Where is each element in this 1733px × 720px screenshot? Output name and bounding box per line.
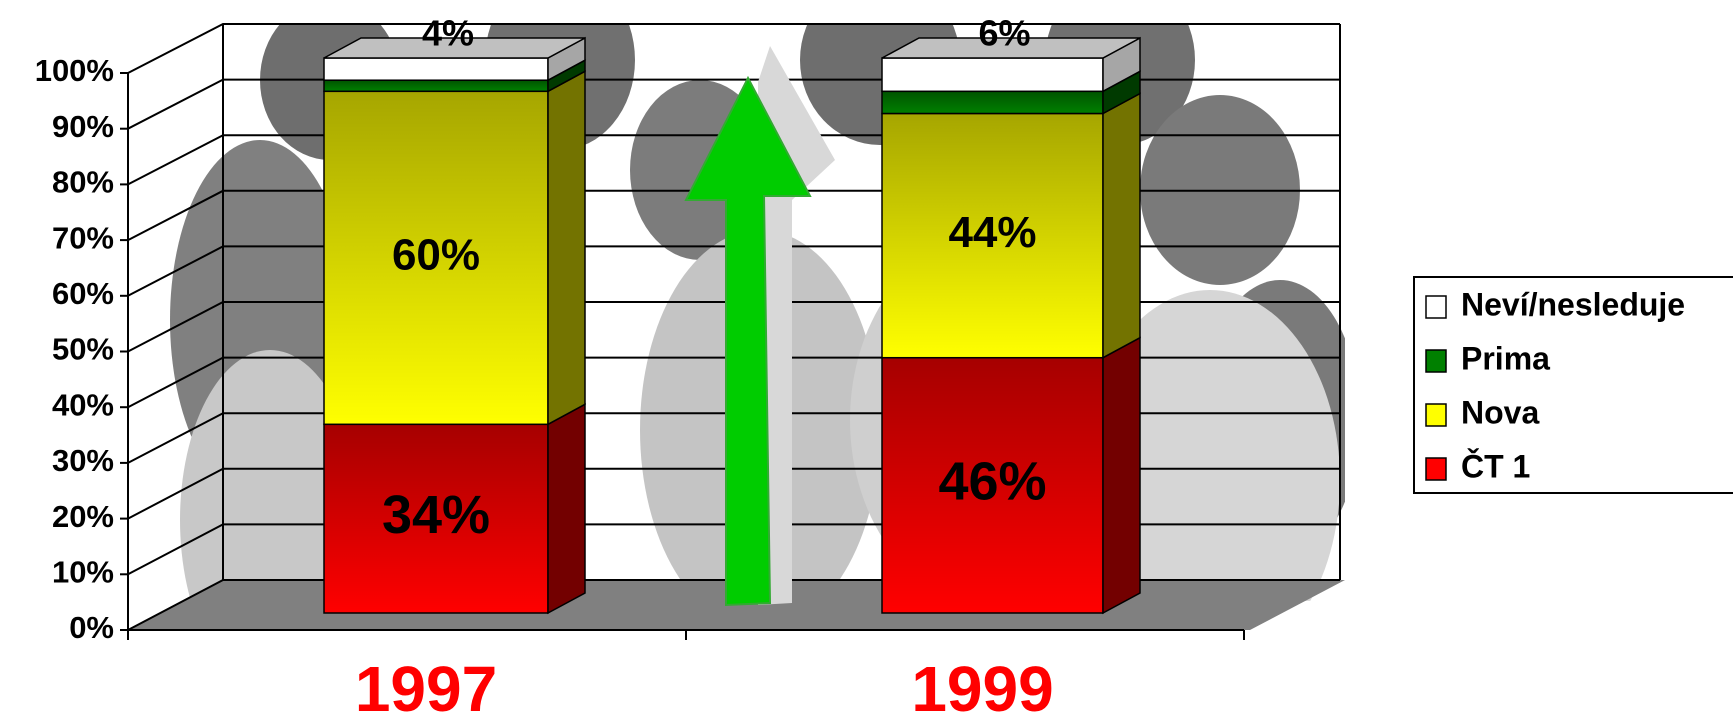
y-tick-label: 90% bbox=[52, 109, 114, 144]
legend bbox=[1413, 276, 1733, 494]
legend-label: Neví/nesleduje bbox=[1461, 286, 1685, 322]
data-label: 34% bbox=[382, 485, 490, 545]
bar-side-shade bbox=[548, 60, 585, 92]
x-tick-label: 1997 bbox=[355, 653, 497, 720]
bar-shade bbox=[324, 80, 548, 92]
data-label: 44% bbox=[948, 208, 1036, 257]
legend-swatch bbox=[1425, 457, 1447, 481]
data-label: 6% bbox=[978, 13, 1030, 54]
arrow bbox=[684, 46, 835, 607]
bars bbox=[323, 36, 1141, 615]
bar-side-shade bbox=[1103, 337, 1140, 613]
bar-shade bbox=[882, 91, 1103, 114]
y-tick-label: 100% bbox=[35, 53, 114, 88]
y-tick-label: 30% bbox=[52, 443, 114, 478]
y-tick-label: 70% bbox=[52, 220, 114, 255]
y-tick-label: 40% bbox=[52, 387, 114, 422]
data-label: 46% bbox=[938, 452, 1046, 512]
legend-label: Nova bbox=[1461, 394, 1539, 430]
x-tick-label: 1999 bbox=[911, 653, 1053, 720]
y-tick-label: 50% bbox=[52, 332, 114, 367]
bar-shade bbox=[324, 424, 548, 613]
legend-label: Prima bbox=[1461, 340, 1550, 376]
bar-side-shade bbox=[548, 404, 585, 613]
y-tick-label: 60% bbox=[52, 276, 114, 311]
bar-shade bbox=[882, 113, 1103, 358]
bar-shade bbox=[882, 357, 1103, 613]
y-tick-label: 80% bbox=[52, 165, 114, 200]
data-label: 4% bbox=[422, 13, 474, 54]
y-tick-label: 20% bbox=[52, 499, 114, 534]
bar-segment bbox=[323, 57, 549, 81]
legend-label: ČT 1 bbox=[1461, 448, 1530, 484]
legend-swatch bbox=[1425, 403, 1447, 427]
bar-side-shade bbox=[548, 38, 585, 81]
bar-segment bbox=[881, 57, 1104, 93]
bar-top bbox=[323, 37, 586, 59]
bar-side-shade bbox=[1103, 93, 1140, 358]
bar-top bbox=[881, 37, 1141, 59]
y-tick-label: 10% bbox=[52, 554, 114, 589]
legend-swatch bbox=[1425, 295, 1447, 319]
bar-side-shade bbox=[1103, 71, 1140, 114]
data-label: 60% bbox=[392, 230, 480, 279]
legend-swatch bbox=[1425, 349, 1447, 373]
bar-side-shade bbox=[1103, 38, 1140, 92]
bar-shade bbox=[324, 91, 548, 425]
bar-side-shade bbox=[548, 71, 585, 425]
y-tick-label: 0% bbox=[69, 610, 114, 645]
